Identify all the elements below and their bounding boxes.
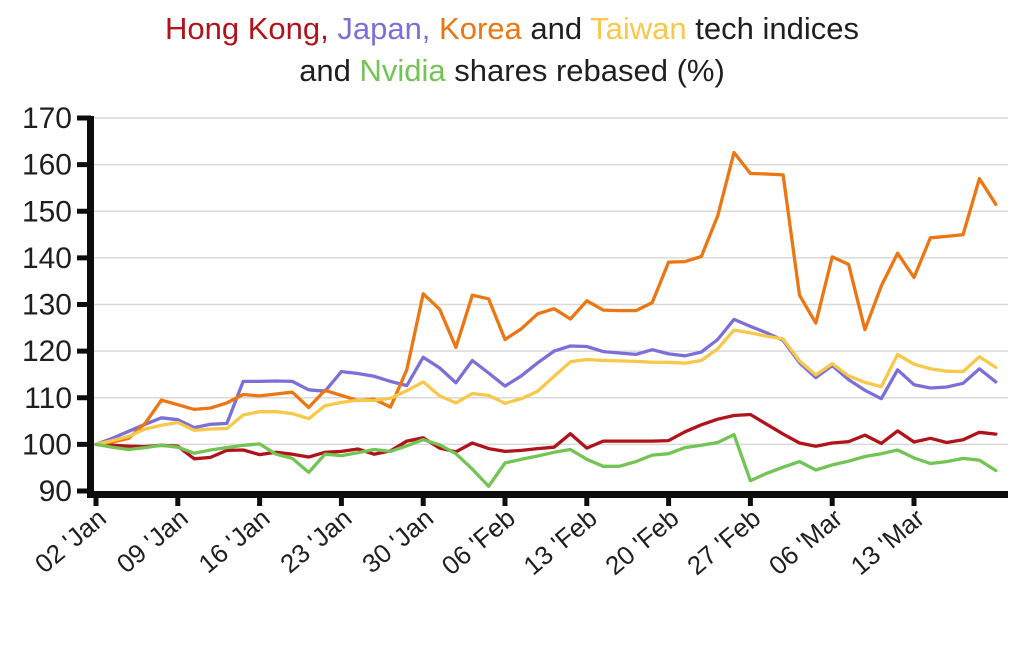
x-axis-tick — [420, 491, 426, 506]
x-axis-tick-label: 20 'Feb — [599, 503, 684, 581]
title-segment: Hong Kong, — [164, 11, 329, 46]
x-axis-tick-label: 27 'Feb — [681, 503, 766, 581]
y-axis-tick — [77, 162, 91, 168]
x-axis-tick-label: 30 'Jan — [356, 503, 439, 579]
title-segment: Nvidia — [359, 53, 446, 88]
chart-title-line-2: and Nvidia shares rebased (%) — [0, 50, 1024, 92]
y-axis-tick-label: 110 — [24, 382, 72, 415]
y-axis-tick — [77, 255, 91, 261]
x-axis-tick-label: 02 'Jan — [29, 503, 112, 579]
title-segment: shares rebased (%) — [445, 53, 725, 88]
x-axis-tick — [93, 491, 99, 506]
x-axis-tick-label: 23 'Jan — [274, 503, 357, 579]
y-axis-tick-label: 100 — [22, 428, 72, 461]
y-axis-tick — [77, 348, 91, 354]
y-axis-tick — [77, 395, 91, 401]
x-axis-tick-label: 09 'Jan — [111, 503, 194, 579]
title-segment: Korea — [439, 11, 522, 46]
x-axis-tick — [584, 491, 590, 506]
x-axis-tick — [829, 491, 835, 506]
x-axis-tick — [911, 491, 917, 506]
y-axis-tick — [77, 208, 91, 214]
title-segment: and — [521, 11, 591, 46]
y-axis-tick — [77, 441, 91, 447]
series-line-korea — [94, 150, 998, 447]
y-axis-tick-label: 90 — [39, 475, 72, 508]
y-axis-tick — [77, 488, 91, 494]
x-axis-tick-label: 13 'Feb — [518, 503, 603, 581]
x-axis-tick — [175, 491, 181, 506]
title-segment: and — [299, 53, 360, 88]
x-axis-tick — [502, 491, 508, 506]
x-axis-tick-label: 06 'Mar — [763, 502, 848, 580]
x-axis-tick — [257, 491, 263, 506]
title-segment: tech indices — [686, 11, 859, 46]
y-axis-tick-label: 120 — [22, 335, 72, 368]
y-axis-tick-label: 130 — [22, 289, 72, 322]
y-axis-tick-label: 140 — [22, 242, 72, 275]
series-line-hong-kong — [94, 412, 998, 461]
chart-title: Hong Kong, Japan, Korea and Taiwan tech … — [0, 8, 1024, 92]
y-axis-tick-label: 170 — [22, 102, 72, 135]
y-axis-tick-label: 150 — [22, 195, 72, 228]
series-line-nvidia — [94, 432, 998, 488]
y-axis-tick — [77, 302, 91, 307]
x-axis-tick-label: 06 'Feb — [436, 503, 521, 581]
x-axis-tick-label: 16 'Jan — [193, 503, 276, 579]
series-line-taiwan — [94, 328, 998, 447]
y-axis-tick-label: 160 — [22, 149, 72, 182]
y-axis-tick — [77, 115, 91, 121]
title-segment: Taiwan — [590, 11, 687, 46]
x-axis-line — [87, 491, 1008, 498]
chart-title-line-1: Hong Kong, Japan, Korea and Taiwan tech … — [0, 8, 1024, 50]
x-axis-tick — [666, 491, 672, 506]
x-axis-tick-label: 13 'Mar — [845, 502, 930, 580]
title-segment: Japan, — [337, 11, 431, 46]
x-axis-tick — [747, 491, 753, 506]
series-line-japan — [94, 317, 998, 447]
x-axis-tick — [338, 491, 344, 506]
